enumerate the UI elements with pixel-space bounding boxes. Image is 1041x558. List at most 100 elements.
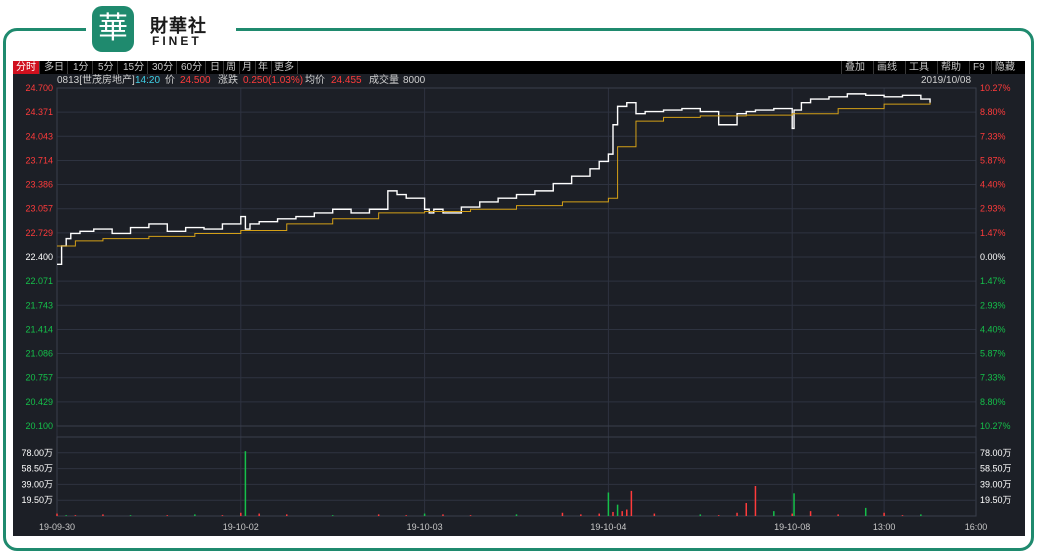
price-label: 价: [165, 75, 175, 86]
volume-bar: [616, 504, 619, 516]
price-tick-label: 21.414: [25, 324, 53, 334]
tool-tab-1[interactable]: 画线: [873, 61, 900, 74]
price-tick-label: 23.386: [25, 180, 53, 190]
volume-bar: [240, 512, 242, 516]
volume-bar: [612, 511, 614, 516]
volume-bar: [405, 515, 407, 516]
volume-label: 成交量: [369, 75, 399, 86]
volume-bar: [653, 513, 656, 516]
volume-bar: [102, 514, 104, 516]
volume-bar: [65, 515, 67, 516]
volume-bar: [129, 515, 132, 516]
tool-tab-5[interactable]: 隐藏: [991, 61, 1018, 74]
quote-time: 14:20: [135, 75, 161, 86]
volume-pane-border: [56, 436, 977, 517]
volume-bar: [377, 514, 380, 516]
volume-bar: [598, 513, 600, 516]
volume-bar: [561, 512, 564, 516]
price-tick-label: 20.100: [25, 421, 53, 431]
period-toolbar: 分时 多日 1分 5分 15分 30分 60分日周月年更多 隐藏 F9 帮助 工具 画线 叠加: [13, 61, 1025, 74]
price-tick-label: 24.043: [25, 131, 53, 141]
volume-bar: [221, 515, 224, 516]
price-tick-label: 21.086: [25, 349, 53, 359]
pct-tick-label: 10.27%: [980, 421, 1011, 431]
volume-bar: [920, 514, 922, 516]
pct-tick-label: 10.27%: [980, 83, 1011, 93]
period-tab-2[interactable]: 1分: [70, 61, 93, 74]
price-line: [57, 93, 931, 266]
change-value: 0.250(1.03%): [243, 75, 304, 86]
brand-logo: 華 財華社 FINET: [86, 4, 236, 56]
average-price-line: [57, 102, 931, 247]
period-tab-0[interactable]: 分时: [13, 61, 40, 74]
period-tab-1[interactable]: 多日: [41, 61, 68, 74]
tool-tab-3[interactable]: 帮助: [937, 61, 964, 74]
volume-bar: [793, 493, 795, 516]
volume-tick-label: 39.00万: [21, 479, 53, 489]
tool-tab-4[interactable]: F9: [969, 61, 988, 74]
brand-name-en: FINET: [152, 34, 202, 48]
volume-bar: [258, 513, 260, 516]
volume-bar: [56, 513, 58, 516]
period-tab-7[interactable]: 日: [207, 61, 224, 74]
period-tab-11[interactable]: 更多: [271, 61, 298, 74]
volume-bar: [423, 513, 426, 516]
volume-value: 8000: [403, 75, 426, 86]
pct-tick-label: 1.47%: [980, 228, 1006, 238]
stock-terminal: 分时 多日 1分 5分 15分 30分 60分日周月年更多 隐藏 F9 帮助 工具 画线 叠加 0813…: [13, 61, 1025, 536]
volume-bar: [607, 492, 610, 516]
pct-tick-label: 7.33%: [980, 131, 1006, 141]
price-pane-border: [56, 87, 977, 427]
volume-bar: [74, 515, 77, 516]
volume-bar: [580, 514, 582, 516]
period-tab-8[interactable]: 周: [223, 61, 240, 74]
volume-bar: [809, 511, 812, 516]
volume-bar: [837, 514, 839, 516]
pct-tick-label: 5.87%: [980, 155, 1006, 165]
pct-tick-label: 8.80%: [980, 107, 1006, 117]
price-tick-label: 22.729: [25, 228, 53, 238]
volume-bar: [883, 512, 885, 516]
volume-tick-label: 58.50万: [21, 464, 53, 474]
tool-tab-0[interactable]: 叠加: [841, 61, 868, 74]
time-tick-label: 16:00: [965, 522, 988, 532]
volume-bar: [754, 486, 757, 516]
stock-code: 0813[世茂房地产]: [57, 75, 135, 86]
pct-tick-label: 2.93%: [980, 204, 1006, 214]
price-tick-label: 24.371: [25, 107, 53, 117]
volume-bar: [773, 511, 775, 516]
period-tab-10[interactable]: 年: [255, 61, 272, 74]
volume-bar: [745, 503, 747, 516]
volume-tick-label-right: 78.00万: [980, 448, 1012, 458]
period-tab-6[interactable]: 60分: [178, 61, 207, 74]
volume-tick-label: 78.00万: [21, 448, 53, 458]
pct-tick-label: 8.80%: [980, 397, 1006, 407]
quote-info-bar: 0813[世茂房地产] 14:20 价 24.500 涨跌 0.250(1.03…: [13, 74, 1025, 87]
volume-bar: [626, 509, 628, 516]
volume-tick-label: 19.50万: [21, 495, 53, 505]
volume-bar: [901, 515, 904, 516]
price-tick-label: 20.429: [25, 397, 53, 407]
pct-tick-label: 1.47%: [980, 276, 1006, 286]
price-tick-label: 22.400: [25, 252, 53, 262]
pct-tick-label: 4.40%: [980, 324, 1006, 334]
period-tab-5[interactable]: 30分: [149, 61, 178, 74]
volume-bar: [630, 490, 633, 516]
brand-logo-icon: 華: [92, 6, 134, 52]
volume-bar: [331, 515, 334, 516]
volume-bar: [864, 507, 867, 516]
period-tab-4[interactable]: 15分: [120, 61, 149, 74]
quote-date: 2019/10/08: [921, 75, 972, 86]
pct-tick-label: 7.33%: [980, 373, 1006, 383]
volume-tick-label-right: 58.50万: [980, 464, 1012, 474]
period-tab-3[interactable]: 5分: [95, 61, 118, 74]
volume-bar: [286, 514, 288, 516]
volume-bar: [621, 511, 623, 516]
period-tab-9[interactable]: 月: [239, 61, 256, 74]
tool-tab-2[interactable]: 工具: [905, 61, 932, 74]
volume-bar: [166, 515, 169, 516]
avg-label: 均价: [305, 75, 325, 86]
pct-tick-label: 0.00%: [980, 252, 1006, 262]
volume-bar: [469, 515, 472, 516]
pct-tick-label: 5.87%: [980, 349, 1006, 359]
